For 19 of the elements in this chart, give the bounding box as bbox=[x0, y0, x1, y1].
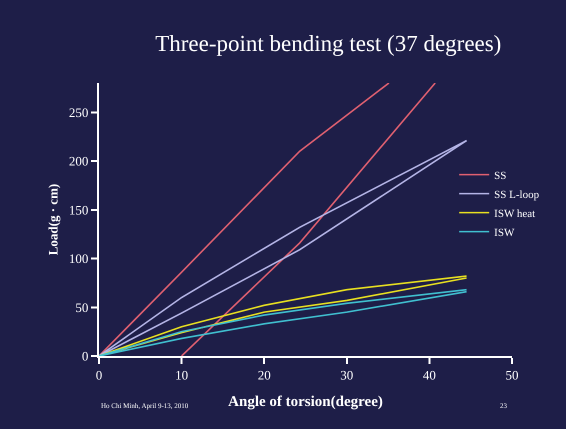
x-tick-label: 50 bbox=[506, 368, 518, 383]
y-tick-label: 100 bbox=[68, 251, 88, 266]
y-tick-label: 150 bbox=[68, 202, 88, 218]
legend-label: ISW heat bbox=[494, 208, 536, 220]
legend-label: SS L-loop bbox=[494, 188, 540, 201]
x-tick-label: 10 bbox=[175, 368, 188, 383]
chart-title: Three-point bending test (37 degrees) bbox=[155, 30, 502, 56]
y-tick-label: 0 bbox=[82, 348, 88, 364]
x-tick-label: 20 bbox=[258, 368, 271, 383]
y-tick-label: 200 bbox=[68, 154, 88, 169]
y-axis-title: Load(g · cm) bbox=[45, 184, 60, 256]
legend-label: ISW bbox=[494, 226, 515, 239]
legend-label: SS bbox=[494, 170, 506, 182]
x-tick-label: 30 bbox=[340, 368, 354, 383]
y-tick-label: 250 bbox=[68, 104, 88, 120]
y-tick-label: 50 bbox=[75, 300, 88, 315]
x-axis-title: Angle of torsion(degree) bbox=[228, 394, 383, 410]
x-tick-label: 0 bbox=[96, 368, 102, 383]
x-tick-label: 40 bbox=[422, 368, 436, 383]
